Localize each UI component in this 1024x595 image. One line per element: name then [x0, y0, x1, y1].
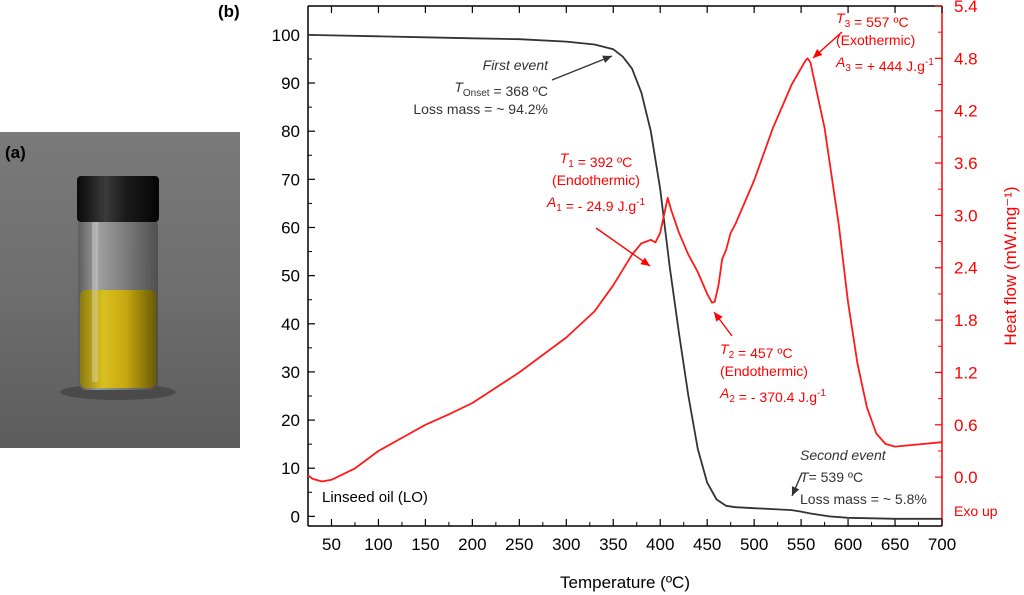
x-tick-label: 450 — [693, 535, 721, 554]
y-left-tick-label: 50 — [281, 267, 300, 286]
x-tick-label: 200 — [458, 535, 486, 554]
y-left-tick-label: 0 — [291, 507, 300, 526]
annotation-arrow-line — [551, 55, 613, 81]
annotation-2: T1 = 392 ºC (Endothermic) A1 = - 24.9 J.g-… — [546, 150, 651, 267]
tga-mass-loss-line — [307, 34, 942, 520]
vial-highlight — [92, 222, 98, 382]
annotation-line: Loss mass = ~ 5.8% — [800, 491, 927, 507]
x-tick-label: 500 — [740, 535, 768, 554]
annotation-arrowhead — [714, 312, 723, 322]
annotation-arrowhead — [640, 257, 650, 266]
dsc-heat-flow-line — [307, 57, 943, 483]
sample-label: Linseed oil (LO) — [322, 489, 428, 506]
y-left-tick-label: 60 — [281, 218, 300, 237]
x-tick-label: 600 — [834, 535, 862, 554]
y-right-tick-label: 1.8 — [954, 311, 978, 330]
y-right-tick-label: 0.0 — [954, 468, 978, 487]
y-right-tick-label: 1.2 — [954, 363, 978, 382]
x-tick-label: 550 — [787, 535, 815, 554]
y-left-tick-label: 70 — [281, 170, 300, 189]
annotation-arrowhead — [602, 55, 612, 64]
x-tick-label: 350 — [599, 535, 627, 554]
y-right-tick-label: 3.0 — [954, 206, 978, 225]
annotation-line: Loss mass = ~ 94.2% — [413, 101, 548, 117]
x-tick-label: 250 — [505, 535, 533, 554]
vial-oil — [80, 290, 156, 388]
annotation-line: Second event — [800, 447, 887, 463]
x-tick-label: 700 — [928, 535, 956, 554]
annotation-line: T= 539 ºC — [800, 469, 863, 485]
x-tick-label: 650 — [881, 535, 909, 554]
x-tick-label: 400 — [646, 535, 674, 554]
y-right-tick-label: 5.4 — [954, 0, 978, 16]
annotation-line: A1 = - 24.9 J.g-1 — [546, 194, 646, 214]
annotation-line: T3 = 557 ºC — [836, 10, 909, 30]
x-tick-label: 150 — [411, 535, 439, 554]
y-right-tick-label: 4.8 — [954, 49, 978, 68]
vial-cap — [77, 176, 159, 222]
annotation-arrowhead — [813, 49, 823, 58]
annotation-arrowhead — [791, 486, 800, 496]
annotation-line: A3 = + 444 J.g-1 — [835, 54, 934, 74]
y-left-tick-label: 10 — [281, 459, 300, 478]
y-right-tick-label: 3.6 — [954, 154, 978, 173]
annotation-line: T1 = 392 ºC — [560, 150, 633, 170]
vial-photo: (a) — [0, 132, 240, 448]
annotation-line: (Endothermic) — [552, 172, 640, 188]
x-tick-label: 100 — [364, 535, 392, 554]
y-left-tick-label: 100 — [272, 26, 300, 45]
annotation-4: T3 = 557 ºC (Exothermic) A3 = + 444 J.g-1 — [812, 10, 934, 74]
x-tick-label: 50 — [322, 535, 341, 554]
annotation-5: Second event T= 539 ºC Loss mass = ~ 5.8% — [791, 447, 927, 507]
panel-b-label: (b) — [218, 2, 240, 21]
y-left-tick-label: 20 — [281, 411, 300, 430]
y-right-tick-label: 2.4 — [954, 259, 978, 278]
exo-up-label: Exo up — [954, 503, 998, 519]
y-left-tick-label: 90 — [281, 74, 300, 93]
x-tick-label: 300 — [552, 535, 580, 554]
annotation-line: First event — [483, 57, 549, 73]
annotation-line: A2 = - 370.4 J.g-1 — [719, 385, 826, 405]
annotation-1: First event TOnset = 368 ºC Loss mass = ~ … — [413, 55, 613, 117]
annotation-line: TOnset = 368 ºC — [454, 79, 548, 99]
y-left-tick-label: 40 — [281, 315, 300, 334]
annotation-3: T2 = 457 ºC (Endothermic) A2 = - 370.4 J.g… — [713, 311, 826, 405]
annotation-line: (Exothermic) — [836, 32, 915, 48]
annotation-arrow-line — [595, 227, 651, 267]
y-left-tick-label: 80 — [281, 122, 300, 141]
panel-a-label: (a) — [5, 143, 26, 162]
y-right-tick-label: 4.2 — [954, 102, 978, 121]
annotation-line: T2 = 457 ºC — [720, 341, 793, 361]
y-left-tick-label: 30 — [281, 363, 300, 382]
annotation-line: (Endothermic) — [720, 363, 808, 379]
x-axis-title: Temperature (ºC) — [560, 573, 690, 592]
y-right-axis-title: Heat flow (mW.mg⁻¹) — [1001, 186, 1020, 345]
y-right-tick-label: 0.6 — [954, 416, 978, 435]
